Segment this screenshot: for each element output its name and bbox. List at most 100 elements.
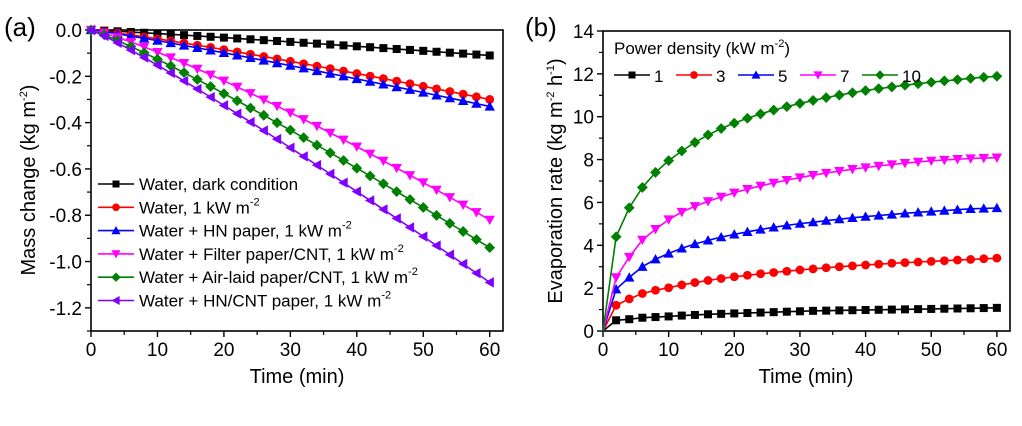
legend-label-sup: -2 — [342, 220, 352, 232]
data-point — [899, 208, 911, 218]
data-point — [808, 264, 818, 274]
data-point — [794, 218, 806, 228]
data-point — [926, 156, 937, 167]
data-point — [286, 37, 295, 46]
data-point — [624, 294, 634, 304]
data-point — [768, 178, 779, 189]
data-point — [755, 108, 766, 120]
data-point — [338, 177, 348, 188]
data-point — [795, 307, 804, 316]
data-point — [404, 194, 416, 205]
data-point — [953, 255, 962, 265]
panel-b-legend-title-tail: ) — [784, 39, 790, 58]
legend-marker — [111, 272, 121, 282]
data-point — [471, 267, 481, 279]
data-point — [743, 270, 752, 280]
legend-marker — [112, 203, 120, 212]
data-point — [886, 160, 898, 170]
data-point — [677, 311, 686, 320]
data-point — [794, 173, 806, 183]
legend-item: 10 — [862, 67, 921, 86]
series-power-3 — [602, 253, 1002, 332]
panel-b-legend-title: Power density (kW m-2) — [614, 38, 790, 58]
data-point — [285, 142, 295, 153]
data-point — [833, 89, 845, 101]
data-point — [457, 95, 469, 105]
data-point — [953, 304, 962, 313]
panel-b-y-axis-title-mid: h — [545, 75, 567, 92]
data-point — [991, 153, 1003, 163]
y-tick-label: -0.2 — [49, 67, 82, 88]
data-point — [85, 24, 96, 36]
data-point — [952, 74, 963, 86]
data-point — [912, 207, 924, 217]
data-point — [338, 71, 349, 81]
legend-label: Water, dark condition — [139, 175, 298, 194]
legend-marker — [690, 71, 698, 79]
data-point — [756, 269, 765, 279]
data-point — [193, 31, 202, 40]
data-point — [431, 185, 442, 196]
y-tick-label: -0.8 — [49, 206, 82, 227]
legend-marker — [751, 70, 761, 79]
data-point — [271, 101, 283, 112]
data-point — [285, 60, 296, 70]
data-point — [860, 163, 871, 173]
data-point — [459, 49, 468, 58]
series-power-10 — [602, 70, 1003, 332]
x-tick-label: 40 — [855, 340, 876, 361]
legend-item: 7 — [800, 67, 849, 86]
data-point — [834, 166, 845, 177]
data-point — [311, 139, 323, 151]
series-line — [602, 75, 997, 332]
series-water-hn-cnt-paper-1-kw-m — [85, 24, 494, 288]
data-point — [231, 50, 243, 60]
data-point — [298, 132, 310, 144]
data-point — [702, 197, 714, 207]
data-point — [939, 155, 950, 166]
data-point — [445, 48, 454, 57]
legend-item: Water + Filter paper/CNT, 1 kW m-2 — [98, 243, 404, 264]
data-point — [912, 157, 924, 168]
data-point — [391, 163, 402, 174]
data-point — [153, 29, 162, 38]
data-point — [218, 47, 230, 57]
data-point — [259, 36, 268, 45]
data-point — [939, 256, 949, 266]
data-point — [625, 315, 634, 324]
data-point — [417, 202, 429, 213]
data-point — [245, 116, 255, 128]
legend-label: Water + HN/CNT paper, 1 kW m-2 — [139, 290, 391, 311]
data-point — [312, 39, 321, 48]
data-point — [125, 44, 136, 56]
data-point — [730, 309, 739, 318]
data-point — [769, 308, 778, 317]
data-point — [391, 186, 403, 198]
data-point — [418, 231, 428, 242]
data-point — [873, 210, 884, 220]
panel-b-series — [602, 70, 1003, 332]
data-point — [887, 258, 897, 268]
data-point — [729, 188, 740, 198]
data-point — [352, 69, 362, 78]
data-point — [233, 34, 242, 43]
data-point — [298, 115, 309, 125]
panel-b-y-axis-title-sup1: -2 — [545, 92, 557, 102]
y-tick-label: 12 — [573, 65, 594, 86]
data-point — [165, 60, 177, 72]
data-point — [324, 147, 336, 159]
legend-label: 7 — [840, 67, 849, 86]
data-point — [284, 124, 296, 136]
data-point — [365, 71, 375, 81]
data-point — [418, 81, 428, 91]
legend-label: Water + HN paper, 1 kW m-2 — [139, 220, 352, 241]
panel-b-axes: 0 10 20 30 40 50 60 0 2 4 6 8 10 12 14 — [573, 22, 1008, 361]
legend-item: 1 — [614, 67, 663, 86]
series-power-1 — [602, 303, 1001, 332]
data-point — [364, 76, 376, 86]
data-point — [637, 235, 648, 246]
data-point — [860, 85, 871, 96]
data-point — [206, 32, 215, 41]
legend-marker — [875, 70, 885, 80]
data-point — [781, 101, 793, 113]
